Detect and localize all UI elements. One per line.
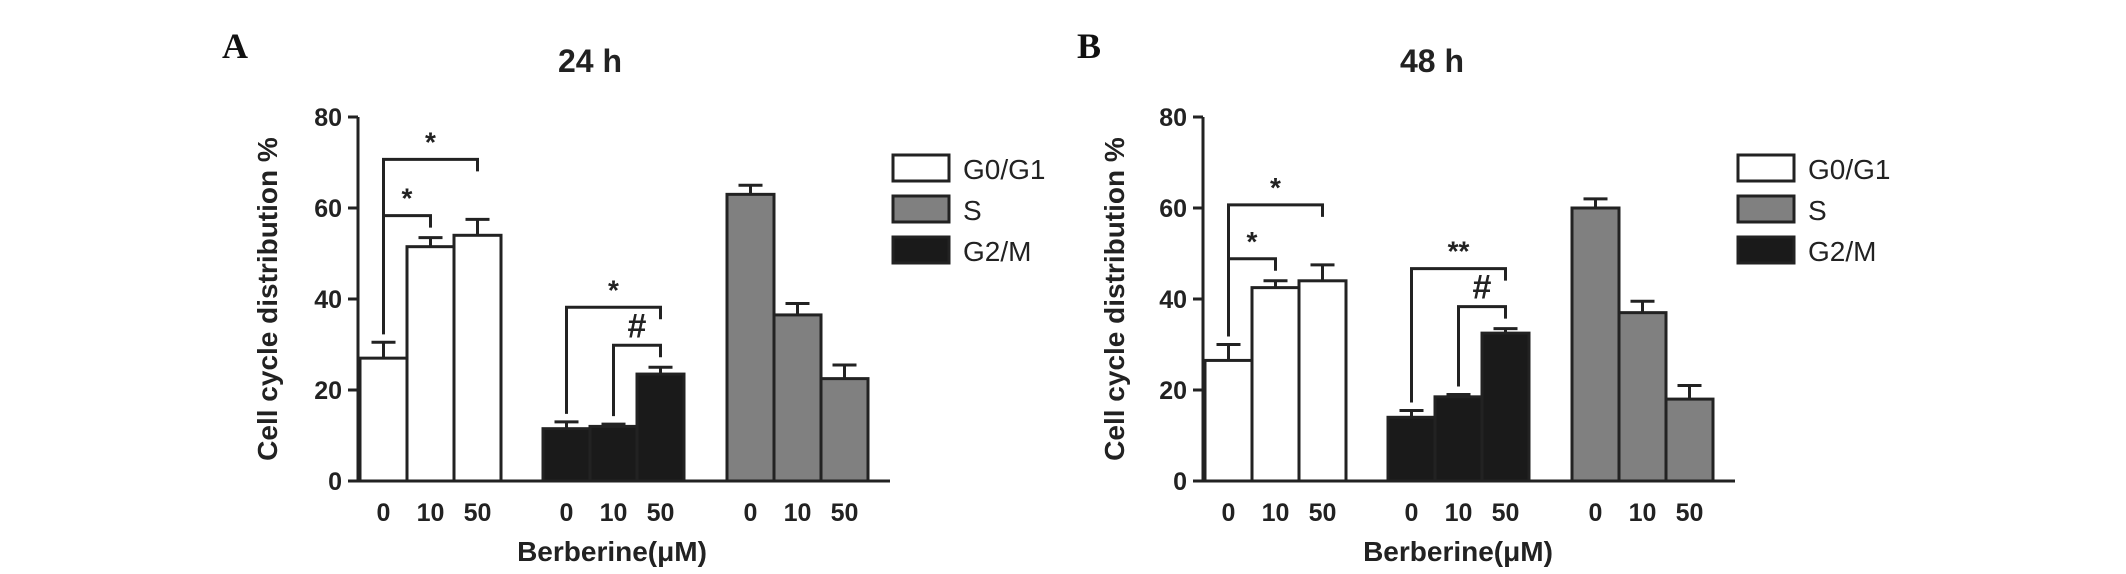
panel-a-x-tick-label: 10 [600,499,628,527]
panel-b-y-tick-label: 0 [1173,468,1187,496]
panel-b-significance-label: * [1270,172,1281,203]
panel-a-x-tick-label: 0 [744,499,758,527]
panel-a-legend-swatch [891,194,951,224]
panel-a-significance-bracket [565,305,662,414]
panel-a-y-tick-label: 60 [314,195,342,223]
panel-b-x-tick-label: 10 [1445,499,1473,527]
panel-b-bar [1570,206,1621,483]
panel-b-title: 48 h [1400,43,1464,79]
panel-b-bar [1297,279,1348,483]
panel-a-y-axis-label: Cell cycle distribution % [252,137,283,461]
panel-b-x-tick-label: 50 [1309,499,1337,527]
panel-a-significance-label: * [425,126,436,157]
panel-a-bar [541,427,592,483]
panel-b-x-tick-label: 0 [1405,499,1419,527]
panel-b-x-axis-label: Berberine(μM) [1363,536,1553,567]
panel-b-bar [1664,397,1715,483]
panel-a-legend-label: G0/G1 [963,154,1045,185]
panel-a-x-tick-label: 50 [647,499,675,527]
panel-b-x-tick-label: 10 [1629,499,1657,527]
panel-b-significance-label: ** [1448,236,1470,267]
panel-b-bar [1433,395,1484,483]
panel-b-legend-label: S [1808,195,1827,226]
panel-b-y-tick-label: 80 [1159,104,1187,132]
panel-b-legend-label: G2/M [1808,236,1876,267]
panel-a-significance-label: * [402,183,413,214]
panel-b-legend-swatch [1736,194,1796,224]
panel-a-y-tick-label: 80 [314,104,342,132]
panel-b-y-tick-label: 60 [1159,195,1187,223]
panel-b-significance-label: # [1473,269,1492,307]
panel-a-legend-label: G2/M [963,236,1031,267]
panel-a-x-axis-label: Berberine(μM) [517,536,707,567]
panel-a-x-tick-label: 0 [560,499,574,527]
panel-a-bar [725,192,776,483]
panel-a-legend-swatch [891,235,951,265]
panel-a-x-tick-label: 50 [464,499,492,527]
panel-b-letter: B [1077,26,1101,66]
panel-a-legend-label: S [963,195,982,226]
panel-b-x-tick-label: 10 [1262,499,1290,527]
panel-b-significance-bracket [1410,267,1507,403]
panel-a-significance-label: # [628,307,647,345]
panel-a-bar [819,377,870,483]
panel-a-bar [452,233,503,483]
panel-b-x-tick-label: 50 [1676,499,1704,527]
panel-a-bar [635,372,686,483]
panel-a-bar [358,356,409,483]
panel-a-x-tick-label: 0 [377,499,391,527]
panel-a-letter: A [222,26,248,66]
panel-b-significance-bracket [1457,305,1507,387]
panel-a-y-tick-label: 40 [314,286,342,314]
panel-b-x-tick-label: 0 [1222,499,1236,527]
panel-b-legend-swatch [1736,153,1796,183]
panel-b-significance-label: * [1247,226,1258,257]
panel-b-legend-label: G0/G1 [1808,154,1890,185]
panel-b-bar [1203,358,1254,483]
panel-b-x-tick-label: 0 [1589,499,1603,527]
panel-b-y-axis-label: Cell cycle distribution % [1099,137,1130,461]
panel-b-bar [1480,331,1531,483]
panel-b-y-tick-label: 40 [1159,286,1187,314]
panel-b-bar [1617,311,1668,483]
panel-a-title: 24 h [558,43,622,79]
panel-b-y-tick-label: 20 [1159,377,1187,405]
panel-b-x-tick-label: 50 [1492,499,1520,527]
panel-a-bar [772,313,823,483]
panel-a-significance-label: * [608,274,619,305]
panel-a-y-tick-label: 20 [314,377,342,405]
panel-a-bar [405,245,456,483]
panel-a-significance-bracket [382,214,432,335]
panel-b-significance-bracket [1227,257,1277,337]
panel-b-bar [1250,286,1301,483]
panel-a-x-tick-label: 50 [831,499,859,527]
panel-b-bar [1386,415,1437,483]
panel-a-significance-bracket [612,343,662,417]
panel-b-legend-swatch [1736,235,1796,265]
panel-a-bar [588,424,639,483]
panel-a-x-tick-label: 10 [417,499,445,527]
panel-a-legend-swatch [891,153,951,183]
panel-a-y-tick-label: 0 [328,468,342,496]
panel-a-x-tick-label: 10 [784,499,812,527]
